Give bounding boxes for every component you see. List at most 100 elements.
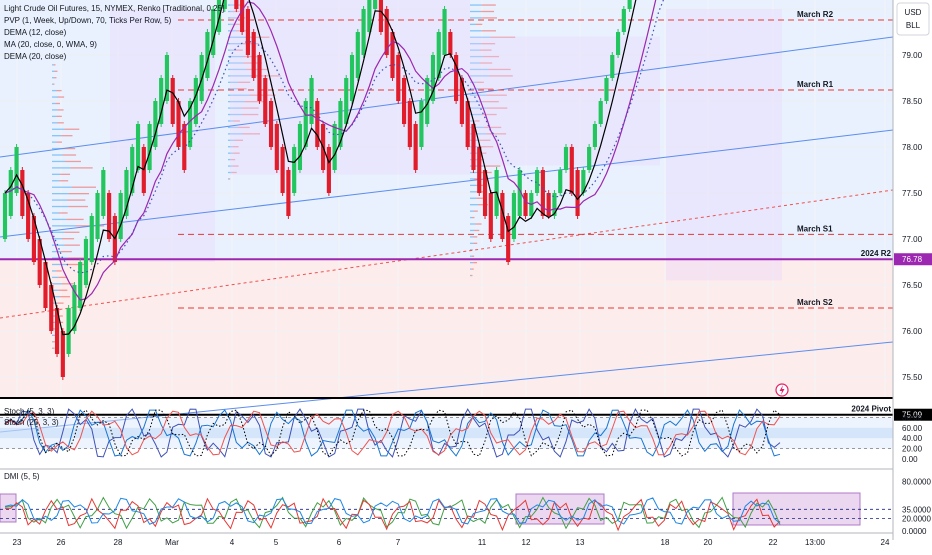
- renko-brick: [107, 193, 112, 239]
- renko-brick: [31, 216, 36, 262]
- profile-bar: [474, 120, 480, 122]
- renko-brick: [575, 170, 580, 216]
- renko-brick: [540, 170, 545, 216]
- profile-bar: [486, 133, 507, 135]
- profile-bar: [52, 160, 66, 163]
- renko-brick: [251, 32, 256, 78]
- channel-dotted: [0, 189, 894, 319]
- renko-brick: [66, 308, 71, 354]
- stoch-slow-label[interactable]: Stoch (25, 3, 3): [4, 418, 59, 427]
- renko-brick: [193, 78, 198, 124]
- indicator-pvp-label[interactable]: PVP (1, Week, Up/Down, 70, Ticks Per Row…: [4, 16, 172, 25]
- profile-bar: [470, 101, 483, 103]
- price-axis[interactable]: 82.5082.0081.5081.0080.5080.0079.5079.00…: [892, 0, 932, 540]
- renko-brick: [60, 331, 65, 377]
- renko-brick: [598, 101, 603, 124]
- renko-brick: [26, 193, 31, 239]
- profile-bar: [481, 4, 496, 6]
- currency-box[interactable]: USD BLL: [896, 2, 930, 36]
- time-tick: 13:00: [805, 538, 826, 547]
- wma-line: [4, 0, 665, 274]
- profile-bar: [470, 133, 487, 135]
- profile-bar: [242, 133, 261, 135]
- oscillator-panes: [0, 397, 893, 532]
- dmi-label[interactable]: DMI (5, 5): [4, 472, 40, 481]
- price-tag: 75.09: [902, 411, 923, 420]
- lightning-icon[interactable]: [775, 383, 789, 397]
- profile-bar: [53, 341, 56, 343]
- profile-bar: [473, 262, 477, 264]
- time-tick: 28: [114, 538, 123, 547]
- profile-bar: [52, 302, 58, 304]
- profile-bar: [52, 115, 57, 118]
- profile-bar: [488, 68, 511, 71]
- renko-brick: [361, 9, 366, 55]
- renko-brick: [367, 0, 372, 32]
- renko-brick: [378, 0, 384, 32]
- profile-bar: [228, 23, 235, 26]
- profile-bar: [52, 102, 56, 105]
- profile-bar: [473, 242, 478, 244]
- profile-bar: [480, 88, 494, 90]
- price-tick: 75.50: [902, 373, 923, 382]
- profile-bar: [52, 315, 57, 317]
- profile-bar: [52, 225, 76, 227]
- profile-bar: [52, 205, 69, 208]
- profile-bar: [52, 341, 54, 343]
- renko-brick: [442, 9, 447, 55]
- renko-brick: [234, 0, 239, 9]
- profile-bar: [57, 96, 65, 98]
- channel-lower: [0, 341, 894, 433]
- indicator-wma-label[interactable]: MA (20, close, 0, WMA, 9): [4, 40, 97, 49]
- stoch-slow-k: [4, 409, 781, 457]
- renko-brick: [147, 124, 152, 170]
- renko-brick: [118, 193, 123, 239]
- profile-bar: [249, 94, 276, 96]
- profile-bar: [52, 263, 67, 266]
- profile-bar: [470, 36, 491, 38]
- price-tick: 77.00: [902, 235, 923, 244]
- renko-brick: [535, 170, 540, 193]
- profile-bar: [471, 255, 475, 257]
- profile-bar: [232, 165, 239, 167]
- stoch-fast-label[interactable]: Stoch (5, 3, 3): [4, 407, 55, 416]
- profile-bar: [232, 146, 239, 148]
- profile-bar: [241, 107, 259, 109]
- renko-brick: [604, 78, 609, 101]
- renko-brick: [43, 262, 48, 308]
- oscillator-headers: Stoch (5, 3, 3) Stoch (25, 3, 3) DMI (5,…: [4, 407, 59, 481]
- indicator-dema20-label[interactable]: DEMA (20, close): [4, 52, 67, 61]
- profile-bar: [52, 212, 60, 214]
- renko-brick: [37, 239, 42, 285]
- profile-bar: [470, 249, 472, 251]
- time-tick: 26: [57, 538, 66, 547]
- profile-bar: [489, 75, 513, 77]
- profile-bar: [52, 283, 62, 285]
- profile-bar: [52, 154, 63, 156]
- renko-brick: [581, 170, 586, 193]
- renko-brick: [326, 147, 331, 193]
- time-tick: 23: [13, 538, 22, 547]
- time-axis[interactable]: 23 26 28 Mar 4 5 6 7 11 12 13 18 20 22 13:00 24: [0, 532, 893, 547]
- profile-bar: [233, 152, 240, 154]
- indicator-dema12-label[interactable]: DEMA (12, close): [4, 28, 67, 37]
- level-labels: March R4March R3Top of 2023 Vol Area and…: [797, 10, 892, 414]
- price-tick: 76.00: [902, 327, 923, 336]
- stoch-fast-k: [4, 407, 781, 458]
- profile-bar: [228, 126, 238, 129]
- profile-bar: [470, 75, 490, 77]
- renko-brick: [500, 193, 505, 239]
- renko-brick: [292, 147, 297, 193]
- profile-bar: [59, 212, 68, 214]
- profile-bar: [470, 216, 473, 219]
- profile-bar: [53, 347, 55, 349]
- profile-bar: [475, 23, 483, 26]
- profile-bar: [251, 75, 281, 77]
- level-label: March R1: [797, 80, 834, 89]
- renko-brick: [274, 124, 279, 170]
- profile-bar: [52, 218, 67, 221]
- profile-bar: [482, 101, 499, 103]
- renko-brick: [130, 147, 135, 193]
- profile-bar: [54, 70, 58, 72]
